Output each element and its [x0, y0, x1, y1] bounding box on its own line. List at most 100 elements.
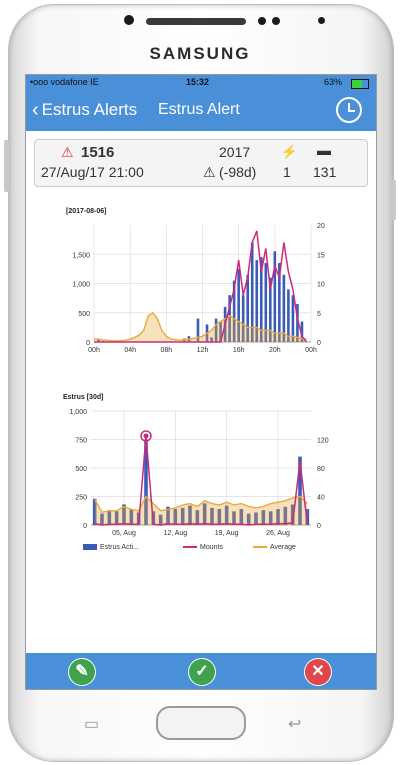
highlight-point [140, 430, 152, 442]
back-button[interactable]: ‹ Estrus Alerts [32, 100, 137, 120]
sensor [272, 17, 280, 25]
volume-button [4, 140, 9, 192]
activity-bar [296, 303, 299, 342]
warning-icon: ⚠ [61, 144, 74, 160]
daily-chart-svg: [2017-08-06] 0 500 1,000 1,500 0 5 10 15 20 00h 04h… [66, 208, 325, 354]
warning-outline-icon: ⚠ [203, 164, 216, 180]
dim-value: 131 [313, 164, 337, 180]
average-line [94, 495, 308, 513]
y2-tick-label: 20 [317, 223, 325, 230]
y-tick-label: 1,500 [72, 252, 90, 259]
close-icon[interactable]: ✕ [304, 658, 332, 686]
x-tick-label: 26, Aug [266, 530, 290, 537]
y-tick-label: 750 [75, 438, 87, 445]
activity-bar [268, 511, 273, 525]
activity-bar [97, 339, 100, 342]
sensor [258, 17, 266, 25]
activity-bar [217, 509, 222, 525]
activity-bar [100, 513, 104, 525]
lactation-value: 1 [283, 164, 291, 180]
activity-bar [283, 506, 288, 525]
alert-datetime: 27/Aug/17 21:00 [41, 164, 144, 180]
activity-bar [202, 503, 207, 525]
action-bar: ✎ ✓ ✕ [26, 653, 376, 689]
check-icon[interactable]: ✓ [188, 658, 216, 686]
activity-bar [298, 456, 302, 525]
average-area [94, 496, 308, 525]
activity-bar [232, 511, 236, 525]
page-title: Estrus Alert [158, 101, 240, 118]
y2-tick-label: 40 [317, 495, 325, 502]
y2-tick-label: 80 [317, 466, 325, 473]
status-bar: •ooo vodafone IE 15:32 63% [26, 75, 376, 91]
y2-tick-label: 10 [317, 282, 325, 289]
x-tick-label: 08h [160, 347, 172, 354]
back-label: Estrus Alerts [41, 100, 138, 119]
y-tick-label: 0 [86, 340, 90, 347]
x-tick-label: 19, Aug [215, 530, 239, 537]
activity-bar [273, 251, 277, 342]
activity-bar [210, 507, 214, 525]
syringe-icon[interactable]: ✎ [68, 658, 96, 686]
x-tick-label: 00h [88, 347, 100, 354]
battery-label: 63% [324, 77, 343, 87]
chart-title: Estrus [30d] [63, 394, 103, 401]
carrier-label: •ooo vodafone IE [30, 77, 99, 87]
y-tick-label: 500 [75, 466, 87, 473]
monthly-chart-svg: Estrus [30d] 0 250 500 750 1,000 0 40 80 120 05, A… [63, 394, 329, 551]
app-screen: •ooo vodafone IE 15:32 63% ‹ Estrus Aler… [25, 74, 377, 690]
y2-tick-label: 5 [317, 311, 321, 318]
activity-bar [196, 318, 200, 342]
activity-bar [214, 318, 218, 342]
activity-bar [219, 321, 222, 342]
x-tick-label: 20h [269, 347, 281, 354]
activity-bar [269, 277, 272, 342]
year-label: 2017 [219, 144, 251, 160]
cow-icon: ▬ [317, 142, 331, 158]
nav-bar: ‹ Estrus Alerts Estrus Alert [26, 91, 376, 131]
y-tick-label: 1,000 [69, 409, 87, 416]
animal-id: 1516 [81, 144, 115, 161]
sensor [318, 17, 325, 24]
activity-bar [158, 514, 163, 525]
mounts-line [94, 435, 309, 526]
home-button[interactable] [156, 706, 246, 740]
activity-bar [259, 257, 263, 342]
legend-swatch [83, 544, 97, 550]
activity-bar [276, 509, 280, 525]
front-camera [124, 15, 134, 25]
activity-bar [224, 505, 229, 525]
activity-bar [300, 321, 304, 342]
activity-bar [228, 295, 231, 342]
x-tick-label: 00h [305, 347, 317, 354]
average-line [94, 311, 307, 342]
activity-bar [129, 509, 134, 525]
activity-bar [255, 260, 259, 342]
y-tick-label: 500 [78, 311, 90, 318]
animal-info-card: ⚠ 1516 27/Aug/17 21:00 2017 ⚠ (-98d) ⚡ 1… [34, 139, 368, 187]
legend-label: Estrus Acti... [100, 544, 139, 551]
earpiece-speaker [146, 18, 246, 25]
daily-estrus-chart: [2017-08-06] 0 500 1,000 1,500 0 5 10 15 20 00h 04h… [26, 197, 376, 367]
activity-bar [250, 242, 254, 342]
chart-title: [2017-08-06] [66, 208, 106, 215]
back-icon[interactable]: ↩ [288, 716, 302, 733]
mounts-line [94, 230, 308, 343]
y2-tick-label: 0 [317, 523, 321, 530]
activity-bar [282, 274, 286, 342]
x-tick-label: 05, Aug [112, 530, 136, 537]
activity-bar [246, 274, 250, 342]
activity-bar [232, 280, 236, 342]
activity-bar [237, 268, 240, 342]
menu-icon[interactable]: ▭ [84, 716, 100, 733]
activity-bar [261, 510, 266, 525]
x-tick-label: 12h [197, 347, 209, 354]
clock-icon[interactable] [336, 97, 362, 123]
activity-bar [188, 505, 192, 525]
power-button [391, 180, 396, 220]
legend-label: Mounts [200, 544, 223, 551]
activity-bar [92, 498, 97, 525]
activity-bar [166, 506, 170, 525]
activity-bar [254, 512, 258, 525]
activity-bar [173, 509, 178, 525]
